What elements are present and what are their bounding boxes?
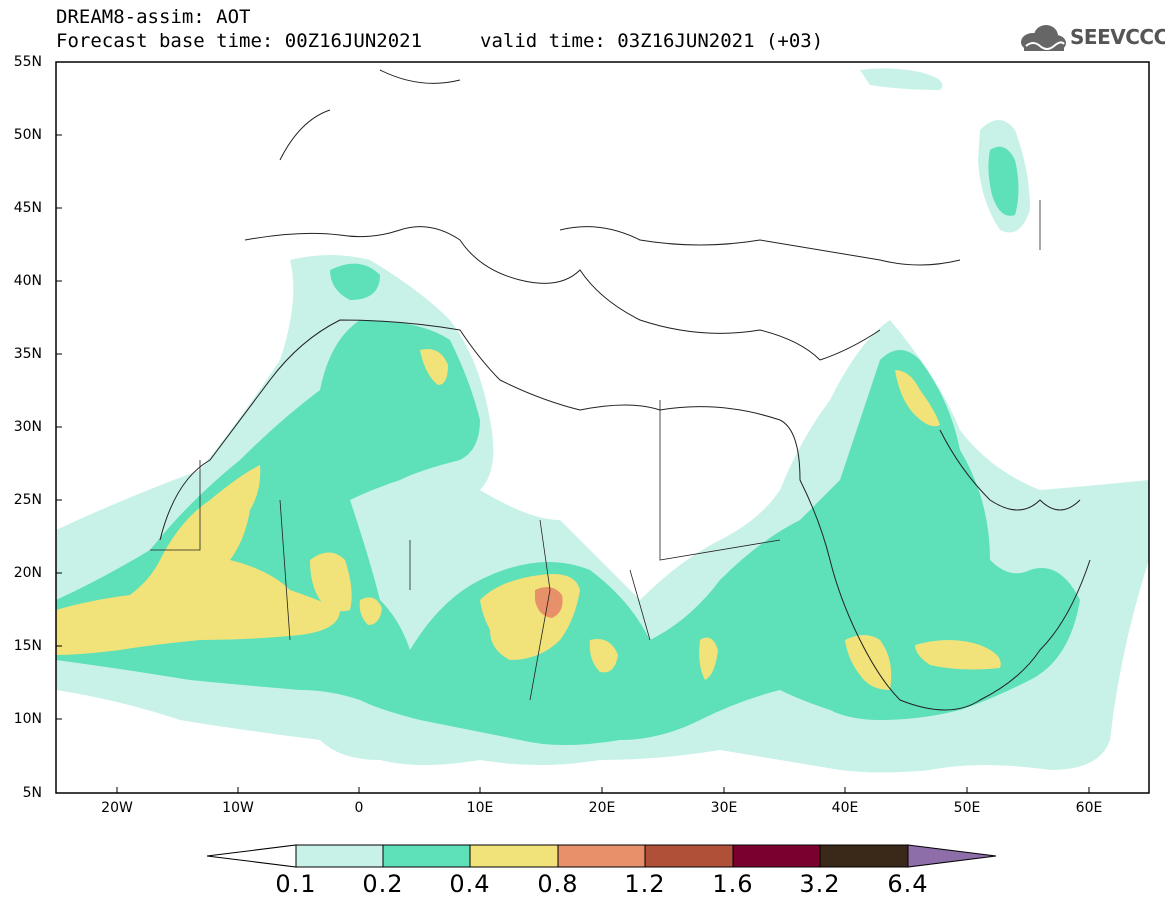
forecast-base-time: Forecast base time: 00Z16JUN2021 [56, 30, 423, 52]
colorbar-label: 0.1 [275, 870, 317, 898]
logo-text: SEEVCCC [1070, 25, 1165, 49]
lon-label: 10E [466, 800, 494, 816]
aot-layer-high [56, 465, 340, 655]
lon-label: 20W [101, 800, 133, 816]
lon-label: 50E [953, 800, 981, 816]
aot-layer-high-yemen [845, 635, 892, 690]
lat-label: 30N [13, 419, 42, 435]
coast-europe [244, 69, 961, 361]
colorbar [206, 844, 997, 868]
lon-label: 0 [354, 800, 364, 816]
colorbar-bin-2 [382, 844, 471, 868]
colorbar-under [206, 844, 297, 868]
lat-label: 5N [22, 785, 42, 801]
coast-africa [159, 319, 1091, 711]
colorbar-bin-3 [469, 844, 559, 868]
aot-layer-high-oman [915, 640, 1001, 670]
lat-label: 40N [13, 273, 42, 289]
aot-layer-mid [56, 320, 1080, 745]
lat-label: 55N [13, 54, 42, 70]
colorbar-bin-1 [295, 844, 384, 868]
lon-label: 10W [222, 800, 254, 816]
lat-label: 25N [13, 492, 42, 508]
colorbar-label: 0.8 [537, 870, 579, 898]
colorbar-label: 1.2 [624, 870, 666, 898]
colorbar-label: 1.6 [712, 870, 754, 898]
aot-layer-high-mali [310, 552, 352, 612]
aot-layer-peak [535, 586, 563, 618]
valid-time: valid time: 03Z16JUN2021 (+03) [480, 30, 824, 52]
colorbar-label: 3.2 [799, 870, 841, 898]
lat-label: 20N [13, 565, 42, 581]
cloud-icon [1021, 25, 1066, 51]
aot-layer-mid-nafrica [330, 263, 380, 300]
aot-layer-high-algeria [420, 349, 448, 385]
lat-label: 50N [13, 127, 42, 143]
colorbar-label: 0.2 [362, 870, 404, 898]
aot-layer-mid-caspian [988, 146, 1019, 216]
lon-label: 30E [710, 800, 738, 816]
colorbar-bin-4 [557, 844, 646, 868]
seevccc-logo: SEEVCCC [1018, 22, 1165, 58]
aot-layer-low-top [860, 68, 943, 90]
lon-label: 40E [831, 800, 859, 816]
colorbar-bin-6 [732, 844, 821, 868]
chart-title: DREAM8-assim: AOT [56, 6, 251, 28]
lat-label: 10N [13, 711, 42, 727]
lat-ticks [56, 61, 62, 720]
colorbar-label: 0.4 [449, 870, 491, 898]
colorbar-bin-5 [644, 844, 734, 868]
lat-label: 15N [13, 638, 42, 654]
aot-layer-high-small2 [359, 597, 382, 625]
colorbar-bin-7 [819, 844, 909, 868]
lon-label: 20E [588, 800, 616, 816]
aot-field [56, 68, 1149, 773]
coast-arabia [819, 329, 1081, 511]
lat-label: 45N [13, 200, 42, 216]
lon-label: 60E [1075, 800, 1103, 816]
colorbar-over [907, 844, 997, 868]
colorbar-label: 6.4 [887, 870, 929, 898]
aot-layer-high-saudi [895, 370, 940, 427]
lat-label: 35N [13, 346, 42, 362]
lon-ticks [116, 787, 1090, 793]
aot-layer-high-sudan [699, 637, 718, 680]
country-borders [150, 200, 1041, 701]
aot-layer-high-small1 [589, 639, 618, 673]
coastlines [150, 69, 1091, 711]
